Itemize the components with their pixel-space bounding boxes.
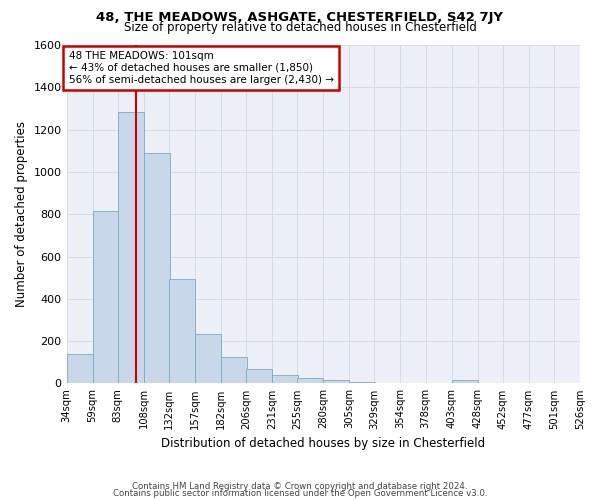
Bar (297, 378, 323, 384)
Text: 48 THE MEADOWS: 101sqm
← 43% of detached houses are smaller (1,850)
56% of semi-: 48 THE MEADOWS: 101sqm ← 43% of detached… (68, 52, 334, 84)
Bar (246, 370, 272, 384)
Bar (221, 356, 247, 384)
X-axis label: Distribution of detached houses by size in Chesterfield: Distribution of detached houses by size … (161, 437, 485, 450)
Bar (195, 334, 221, 384)
Y-axis label: Number of detached properties: Number of detached properties (15, 121, 28, 307)
Bar (67, 354, 92, 384)
Text: 48, THE MEADOWS, ASHGATE, CHESTERFIELD, S42 7JY: 48, THE MEADOWS, ASHGATE, CHESTERFIELD, … (97, 11, 503, 24)
Bar (118, 112, 144, 384)
Bar (349, 382, 376, 384)
Bar (92, 211, 119, 384)
Bar (144, 153, 170, 384)
Text: Contains public sector information licensed under the Open Government Licence v3: Contains public sector information licen… (113, 489, 487, 498)
Bar (272, 376, 298, 384)
Bar (169, 279, 195, 384)
Text: Size of property relative to detached houses in Chesterfield: Size of property relative to detached ho… (124, 22, 476, 35)
Bar (323, 380, 349, 384)
Text: Contains HM Land Registry data © Crown copyright and database right 2024.: Contains HM Land Registry data © Crown c… (132, 482, 468, 491)
Bar (452, 380, 478, 384)
